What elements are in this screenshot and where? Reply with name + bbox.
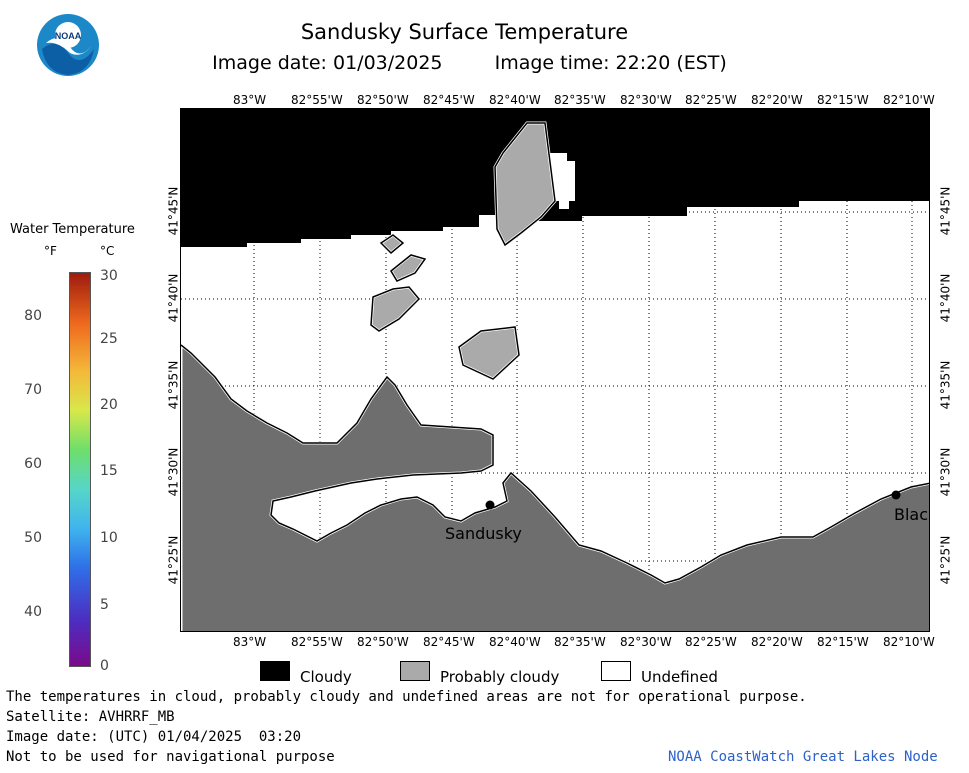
lon-label-bottom: 82°25'W xyxy=(685,635,737,649)
map-svg xyxy=(181,109,929,631)
lat-label-left: 41°25'N xyxy=(166,535,181,585)
city-label-sandusky: Sandusky xyxy=(445,524,522,543)
land xyxy=(181,343,929,631)
lat-label-left: 41°35'N xyxy=(166,360,181,410)
lat-label-right: 41°25'N xyxy=(938,535,953,585)
f-tick: 40 xyxy=(24,604,42,620)
footer-navigation: Not to be used for navigational purpose xyxy=(6,749,335,765)
unit-celsius: °C xyxy=(100,244,115,258)
c-tick: 25 xyxy=(100,331,118,347)
blac-marker xyxy=(891,490,901,500)
image-datetime: Image date: 01/03/2025 Image time: 22:20… xyxy=(0,52,954,74)
coastline xyxy=(181,344,929,584)
image-time: Image time: 22:20 (EST) xyxy=(494,52,727,74)
lon-label-bottom: 82°30'W xyxy=(620,635,672,649)
sandusky-marker xyxy=(485,500,495,510)
c-tick: 30 xyxy=(100,268,118,284)
c-tick: 10 xyxy=(100,530,118,546)
map-area xyxy=(180,108,930,632)
lat-label-right: 41°45'N xyxy=(938,186,953,236)
lat-label-right: 41°30'N xyxy=(938,447,953,497)
legend-label-undefined: Undefined xyxy=(641,668,718,686)
f-tick: 50 xyxy=(24,530,42,546)
lat-label-right: 41°40'N xyxy=(938,273,953,323)
footer-image-date: Image date: (UTC) 01/04/2025 03:20 xyxy=(6,729,302,745)
lon-label-bottom: 82°15'W xyxy=(817,635,869,649)
city-label-blac: Blac xyxy=(894,505,929,524)
lon-label-bottom: 83°W xyxy=(233,635,267,649)
lon-label-bottom: 82°35'W xyxy=(554,635,606,649)
lon-label-top: 82°15'W xyxy=(817,93,869,107)
c-tick: 0 xyxy=(100,658,109,674)
lat-label-left: 41°30'N xyxy=(166,447,181,497)
legend-swatch-undefined xyxy=(601,661,631,681)
footer-node-link[interactable]: NOAA CoastWatch Great Lakes Node xyxy=(668,749,938,765)
lat-label-left: 41°45'N xyxy=(166,186,181,236)
f-tick: 60 xyxy=(24,456,42,472)
footer-disclaimer: The temperatures in cloud, probably clou… xyxy=(6,689,807,705)
logo-text: NOAA xyxy=(55,31,82,41)
lon-label-top: 82°10'W xyxy=(883,93,935,107)
page-title: Sandusky Surface Temperature xyxy=(300,20,629,44)
c-tick: 5 xyxy=(100,597,109,613)
lon-label-bottom: 82°20'W xyxy=(751,635,803,649)
lon-label-top: 82°35'W xyxy=(554,93,606,107)
c-tick: 20 xyxy=(100,397,118,413)
lon-label-top: 82°30'W xyxy=(620,93,672,107)
lat-label-left: 41°40'N xyxy=(166,273,181,323)
cloud-edges xyxy=(370,122,556,380)
lon-label-top: 82°50'W xyxy=(357,93,409,107)
lon-label-bottom: 82°10'W xyxy=(883,635,935,649)
lon-label-top: 82°20'W xyxy=(751,93,803,107)
image-date: Image date: 01/03/2025 xyxy=(212,52,443,74)
unit-fahrenheit: °F xyxy=(44,244,57,258)
f-tick: 80 xyxy=(24,308,42,324)
noaa-logo: NOAA xyxy=(37,14,99,76)
f-tick: 70 xyxy=(24,382,42,398)
legend-swatch-probably-cloudy xyxy=(400,661,430,681)
lon-label-top: 83°W xyxy=(233,93,267,107)
lat-label-right: 41°35'N xyxy=(938,360,953,410)
legend-label-probably-cloudy: Probably cloudy xyxy=(440,668,560,686)
lon-label-top: 82°55'W xyxy=(291,93,343,107)
lon-label-top: 82°45'W xyxy=(423,93,475,107)
lon-label-top: 82°40'W xyxy=(489,93,541,107)
lon-label-bottom: 82°50'W xyxy=(357,635,409,649)
lon-label-bottom: 82°55'W xyxy=(291,635,343,649)
legend-label-cloudy: Cloudy xyxy=(300,668,352,686)
c-tick: 15 xyxy=(100,463,118,479)
footer-satellite: Satellite: AVHRRF_MB xyxy=(6,709,175,725)
lon-label-bottom: 82°40'W xyxy=(489,635,541,649)
temperature-colorbar xyxy=(69,272,91,667)
legend-swatch-cloudy xyxy=(260,661,290,681)
lon-label-top: 82°25'W xyxy=(685,93,737,107)
color-scale-title: Water Temperature xyxy=(10,222,135,237)
lon-label-bottom: 82°45'W xyxy=(423,635,475,649)
